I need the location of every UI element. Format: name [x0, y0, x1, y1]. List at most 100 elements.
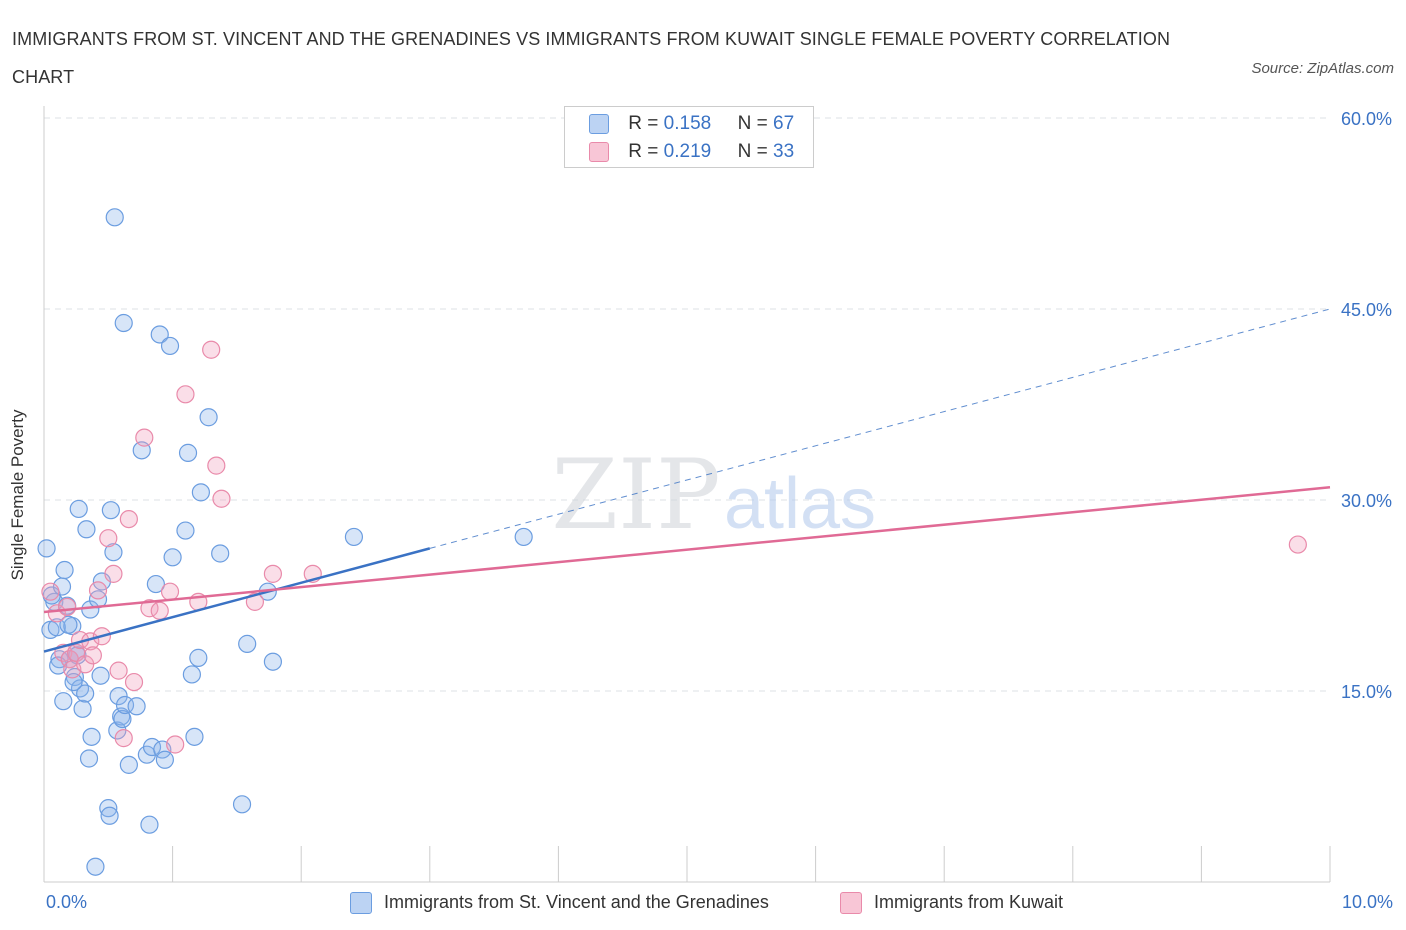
data-point-kuwait: [83, 646, 102, 665]
data-point-st-vincent: [37, 539, 56, 558]
stats-legend-row-2: R = 0.219 N = 33: [589, 138, 794, 166]
chart-source: Source: ZipAtlas.com: [1251, 60, 1394, 77]
data-point-st-vincent: [52, 577, 72, 596]
data-point-st-vincent: [119, 755, 138, 774]
data-point-kuwait: [212, 489, 231, 508]
data-point-kuwait: [135, 428, 154, 447]
data-point-st-vincent: [176, 521, 195, 540]
data-point-kuwait: [176, 385, 195, 404]
data-point-kuwait: [1288, 535, 1307, 554]
data-point-kuwait: [124, 672, 144, 692]
data-point-st-vincent: [104, 543, 123, 562]
data-point-st-vincent: [155, 750, 174, 769]
y-tick-label: 30.0%: [1341, 491, 1392, 511]
trend-line-st-vincent-extension: [429, 308, 1331, 549]
data-point-st-vincent: [146, 574, 165, 594]
data-point-st-vincent: [178, 443, 198, 462]
data-point-st-vincent: [69, 499, 88, 519]
trend-line-st-vincent: [43, 547, 431, 653]
chart-title: IMMIGRANTS FROM ST. VINCENT AND THE GREN…: [12, 29, 1171, 87]
data-point-st-vincent: [514, 527, 533, 547]
stats-legend: R = 0.158 N = 67 R = 0.219 N = 33: [564, 106, 814, 168]
data-point-st-vincent: [82, 727, 101, 746]
data-point-kuwait: [202, 340, 221, 359]
watermark-atlas: atlas: [724, 464, 876, 544]
data-point-kuwait: [41, 582, 60, 601]
data-point-st-vincent: [47, 618, 66, 637]
data-point-st-vincent: [91, 666, 110, 685]
data-point-st-vincent: [140, 815, 159, 834]
y-tick-label: 15.0%: [1341, 682, 1392, 702]
trend-line-kuwait: [43, 486, 1331, 614]
data-point-st-vincent: [191, 483, 210, 502]
n-label: N =: [737, 113, 768, 134]
x-tick-label-max: 10.0%: [1342, 892, 1393, 912]
n-value: 67: [773, 113, 795, 134]
data-point-st-vincent: [108, 721, 127, 740]
x-tick-label-min: 0.0%: [46, 892, 87, 912]
data-point-st-vincent: [73, 699, 92, 718]
data-point-kuwait: [245, 592, 265, 611]
data-point-st-vincent: [150, 325, 169, 344]
data-point-kuwait: [160, 582, 180, 601]
data-point-kuwait: [109, 661, 128, 680]
stats-legend-row-1: R = 0.158 N = 67: [589, 110, 794, 138]
data-point-kuwait: [47, 604, 66, 623]
data-point-st-vincent: [185, 727, 204, 746]
data-point-st-vincent: [114, 313, 133, 333]
legend-swatch-blue: [589, 113, 609, 134]
r-value: 0.219: [663, 141, 712, 162]
n-value: 33: [773, 141, 795, 162]
series-swatch-blue: [350, 892, 372, 915]
data-point-st-vincent: [109, 686, 128, 706]
data-point-st-vincent: [160, 336, 180, 356]
data-point-st-vincent: [100, 806, 119, 825]
r-label: R =: [628, 141, 659, 162]
data-point-st-vincent: [55, 560, 74, 580]
data-point-st-vincent: [79, 749, 99, 768]
data-point-kuwait: [263, 564, 283, 583]
series-legend-item-2: Immigrants from Kuwait: [840, 888, 1063, 916]
y-tick-label: 60.0%: [1341, 109, 1392, 129]
data-point-st-vincent: [127, 697, 146, 716]
data-point-st-vincent: [76, 684, 95, 703]
data-point-st-vincent: [77, 520, 96, 539]
data-point-st-vincent: [99, 799, 118, 818]
data-point-st-vincent: [105, 208, 124, 227]
series-legend-item-1: Immigrants from St. Vincent and the Gren…: [350, 888, 769, 916]
data-point-st-vincent: [59, 615, 78, 634]
series-legend-label: Immigrants from St. Vincent and the Gren…: [384, 892, 769, 912]
watermark-zip: ZIP: [551, 439, 720, 551]
data-point-st-vincent: [54, 692, 73, 711]
data-point-st-vincent: [86, 857, 105, 876]
data-point-st-vincent: [344, 527, 364, 547]
data-point-kuwait: [58, 597, 77, 617]
data-point-st-vincent: [199, 408, 218, 427]
data-point-kuwait: [99, 529, 118, 548]
data-point-st-vincent: [182, 665, 201, 684]
r-label: R =: [628, 113, 659, 134]
data-point-kuwait: [88, 581, 108, 600]
data-point-kuwait: [207, 456, 226, 475]
data-point-kuwait: [114, 729, 133, 748]
r-value: 0.158: [663, 113, 712, 134]
data-point-st-vincent: [163, 548, 182, 567]
data-point-st-vincent: [232, 795, 252, 814]
data-point-st-vincent: [211, 544, 230, 563]
series-swatch-pink: [840, 892, 862, 915]
data-point-st-vincent: [115, 695, 135, 715]
y-tick-label: 45.0%: [1341, 300, 1392, 320]
data-point-st-vincent: [101, 501, 120, 520]
data-point-st-vincent: [263, 652, 283, 671]
data-point-kuwait: [166, 735, 185, 754]
data-point-st-vincent: [113, 709, 132, 729]
n-label: N =: [737, 141, 768, 162]
legend-swatch-pink: [589, 141, 609, 162]
data-point-kuwait: [150, 601, 169, 620]
data-point-st-vincent: [238, 634, 257, 653]
data-point-kuwait: [119, 509, 138, 529]
data-point-st-vincent: [189, 648, 208, 667]
series-legend-label: Immigrants from Kuwait: [874, 892, 1064, 912]
data-point-kuwait: [104, 564, 123, 583]
